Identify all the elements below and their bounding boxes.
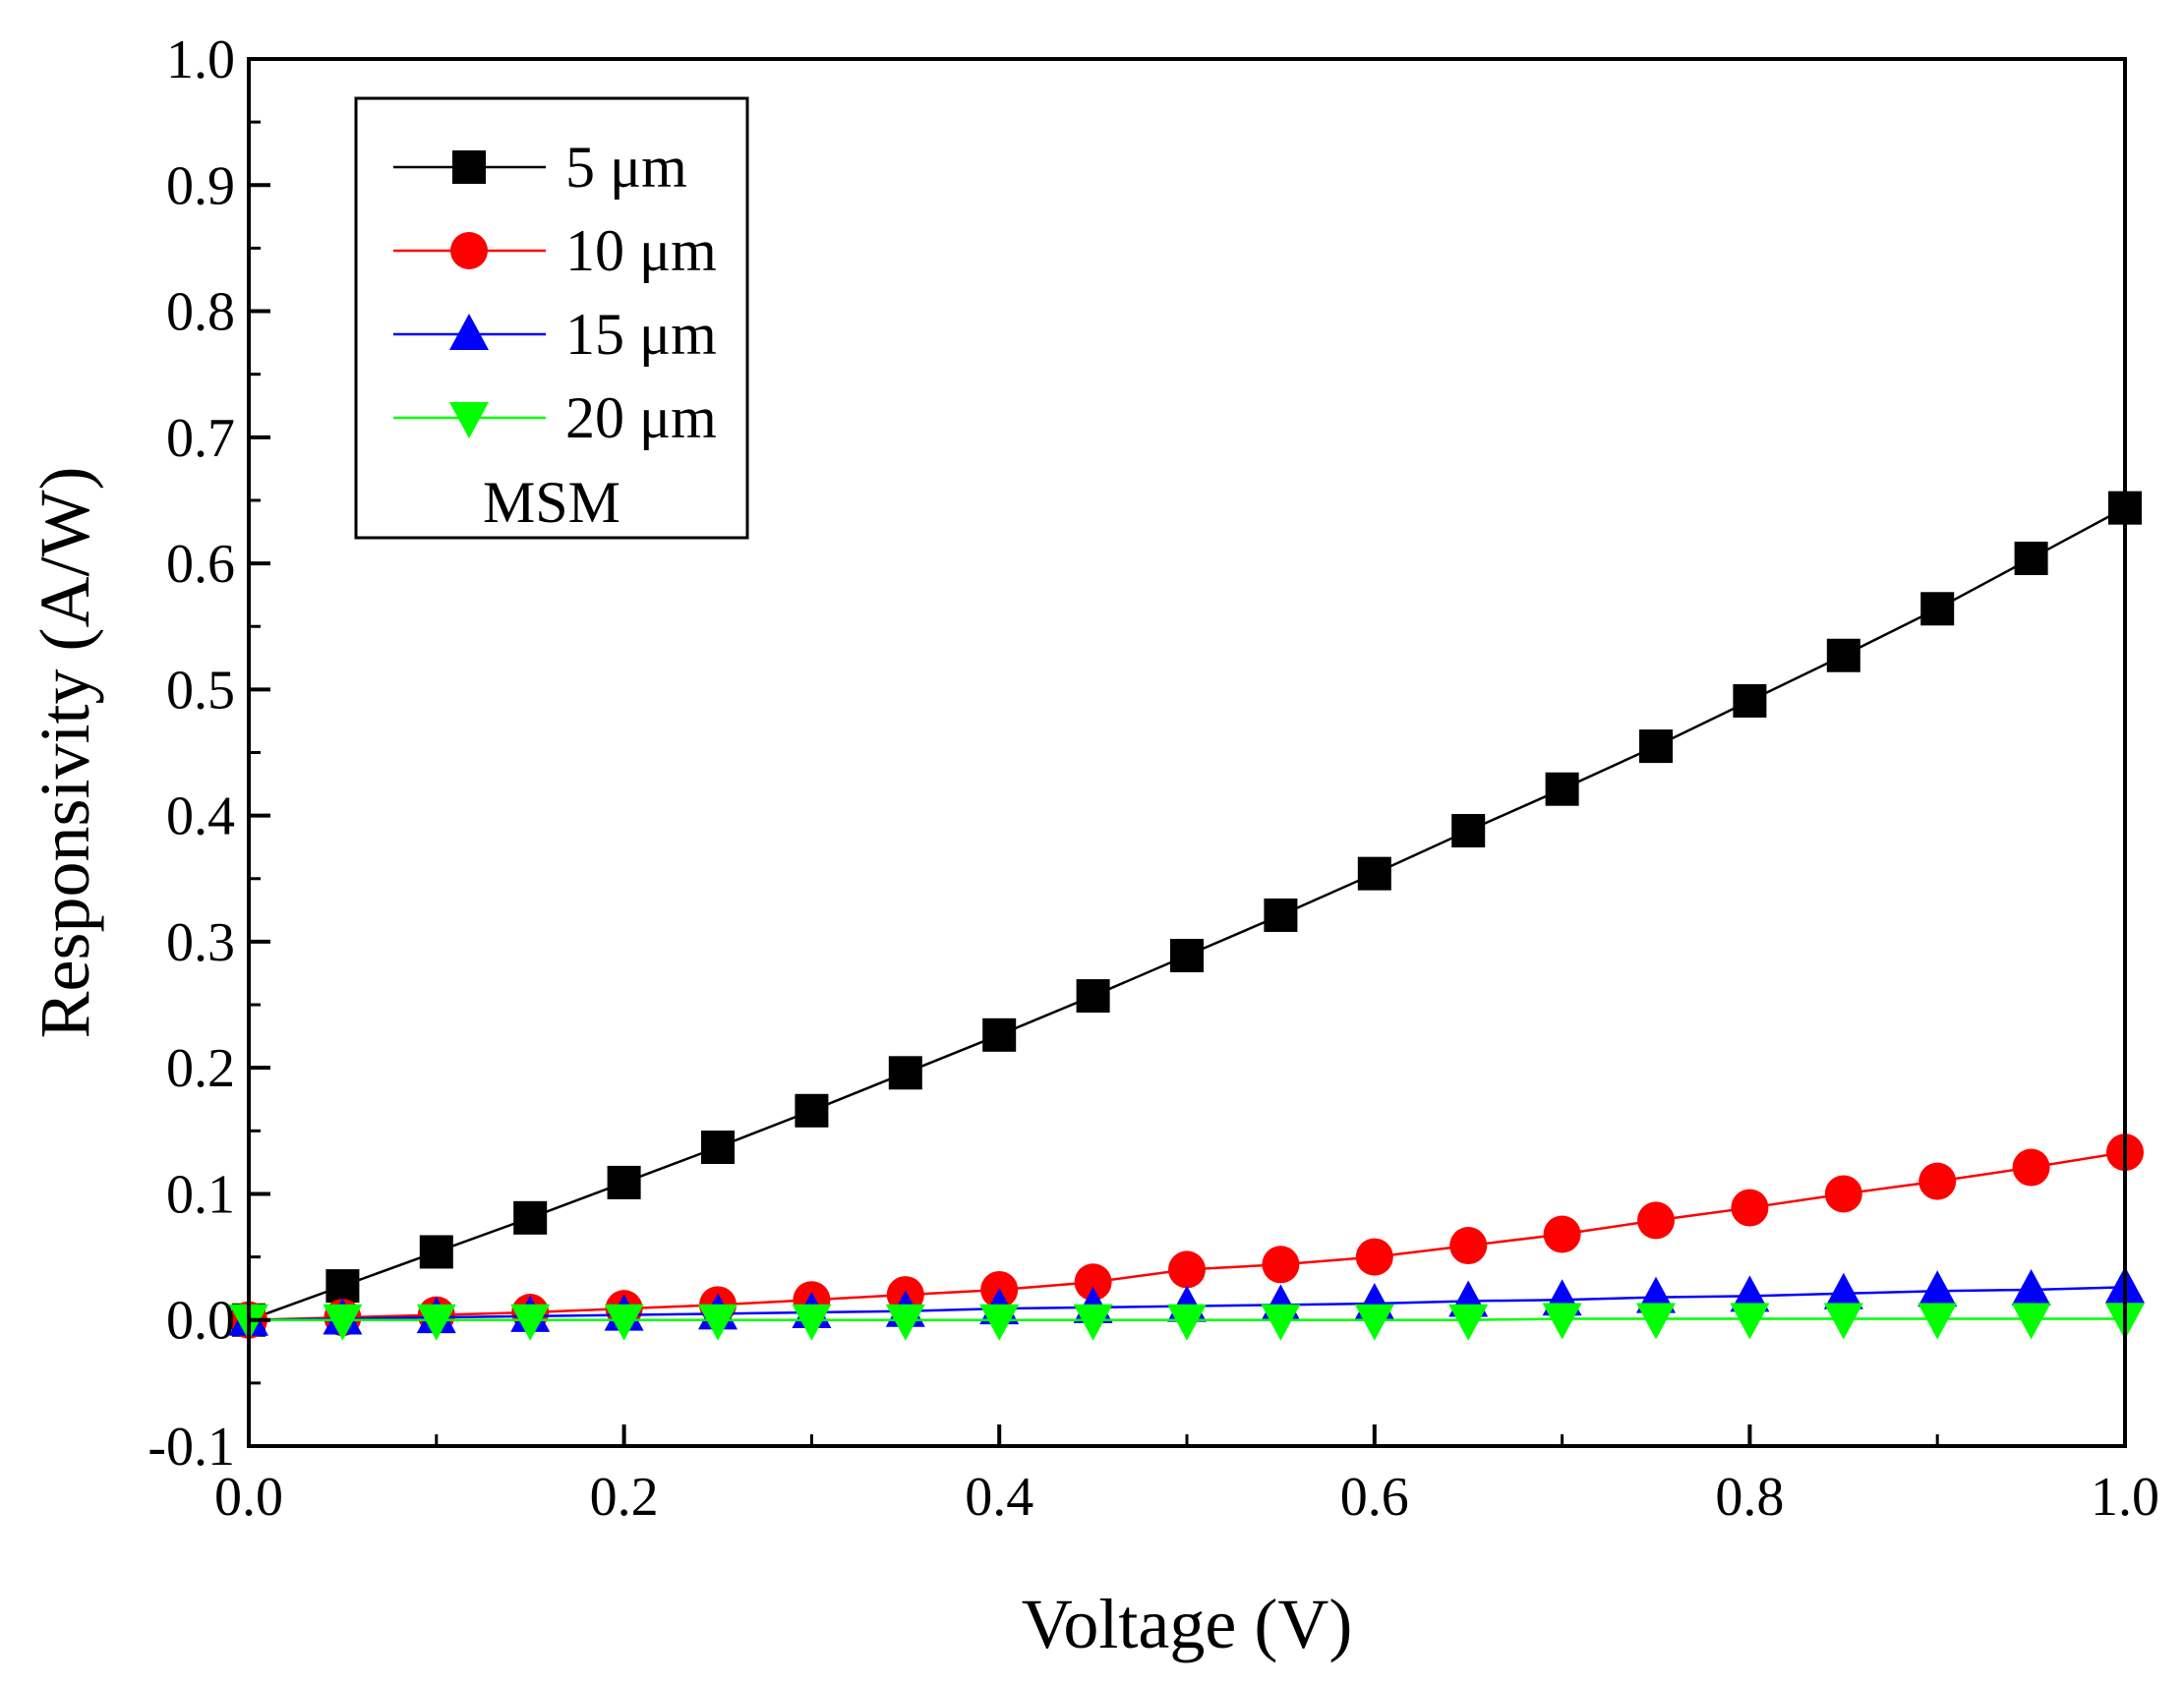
data-point <box>1355 1238 1393 1276</box>
y-tick-label: 0.0 <box>166 1291 235 1352</box>
data-point <box>795 1093 829 1128</box>
data-point <box>1823 1272 1863 1309</box>
legend-marker <box>449 402 489 438</box>
data-point <box>1824 1175 1862 1213</box>
axis-ticks: -0.10.00.10.20.30.40.50.60.70.80.91.00.0… <box>148 29 2159 1528</box>
x-tick-label: 0.4 <box>965 1467 1033 1528</box>
data-point <box>698 1304 738 1341</box>
data-point <box>1731 1189 1769 1227</box>
data-point <box>607 1165 641 1199</box>
data-point <box>1542 1303 1582 1340</box>
data-point <box>1543 1215 1581 1253</box>
data-point <box>888 1056 922 1090</box>
data-point <box>1639 729 1673 764</box>
data-point <box>1261 1304 1301 1341</box>
data-point <box>1170 939 1204 973</box>
x-tick-label: 0.6 <box>1340 1467 1409 1528</box>
legend-marker <box>450 232 488 269</box>
data-point <box>979 1304 1020 1341</box>
data-point <box>1076 979 1110 1014</box>
data-point <box>2012 1148 2050 1187</box>
data-point <box>1545 772 1579 806</box>
data-point <box>2011 1268 2051 1306</box>
data-point <box>1167 1304 1207 1341</box>
data-point <box>510 1304 551 1341</box>
data-point <box>885 1304 925 1341</box>
data-point <box>1262 1246 1300 1284</box>
y-tick-label: 0.9 <box>166 155 235 216</box>
data-point <box>325 1269 360 1304</box>
data-point <box>982 1017 1017 1052</box>
data-point <box>1730 1303 1770 1340</box>
legend-box <box>354 96 749 540</box>
data-point <box>1073 1304 1113 1341</box>
data-point <box>1823 1303 1863 1340</box>
legend-note: MSM <box>483 470 620 535</box>
data-point <box>1918 1270 1958 1307</box>
y-tick-label: 1.0 <box>166 29 235 90</box>
data-point <box>604 1304 644 1341</box>
data-point <box>1918 1303 1958 1340</box>
y-tick-label: 0.4 <box>166 786 235 847</box>
y-tick-label: 0.3 <box>166 912 235 973</box>
x-tick-label: 0.8 <box>1715 1467 1784 1528</box>
y-axis-title: Responsivity (A/W) <box>26 467 104 1039</box>
x-axis-title: Voltage (V) <box>1022 1585 1353 1663</box>
legend-item: 20 μm <box>393 385 717 450</box>
y-tick-label: 0.6 <box>166 534 235 595</box>
data-point <box>1637 1201 1675 1240</box>
data-point <box>1448 1304 1489 1341</box>
data-point <box>2011 1303 2051 1340</box>
data-point <box>1357 856 1391 891</box>
data-point <box>1451 814 1486 848</box>
data-point <box>1733 683 1767 718</box>
y-tick-label: 0.2 <box>166 1038 235 1099</box>
data-point <box>1074 1263 1112 1302</box>
data-point <box>792 1304 832 1341</box>
data-point <box>1449 1227 1488 1265</box>
legend-marker <box>452 150 486 184</box>
legend-item: 10 μm <box>393 218 717 283</box>
y-tick-label: -0.1 <box>148 1417 235 1478</box>
data-point <box>416 1304 456 1341</box>
legend-item: 5 μm <box>393 135 687 200</box>
legend-label: 5 μm <box>565 135 687 200</box>
x-tick-label: 1.0 <box>2091 1467 2159 1528</box>
data-point <box>1826 638 1860 672</box>
data-point <box>1264 898 1298 932</box>
data-point <box>1354 1304 1394 1341</box>
data-point <box>1168 1250 1206 1289</box>
y-tick-label: 0.8 <box>166 282 235 343</box>
y-tick-label: 0.5 <box>166 660 235 721</box>
y-tick-label: 0.7 <box>166 408 235 469</box>
data-point <box>1730 1275 1770 1312</box>
data-point <box>2014 541 2048 575</box>
data-point <box>419 1235 453 1269</box>
legend-label: 15 μm <box>565 302 717 367</box>
legend-label: 20 μm <box>565 385 717 450</box>
data-point <box>1918 1162 1957 1200</box>
x-tick-label: 0.2 <box>590 1467 659 1528</box>
x-tick-label: 0.0 <box>214 1467 283 1528</box>
data-point <box>513 1200 548 1235</box>
data-point <box>701 1130 735 1164</box>
y-tick-label: 0.1 <box>166 1164 235 1225</box>
legend-item: 15 μm <box>393 302 717 367</box>
data-point <box>1636 1303 1676 1340</box>
data-point <box>1920 592 1955 626</box>
legend-label: 10 μm <box>565 218 717 283</box>
legend-marker <box>449 314 489 350</box>
legend: 5 μm 10 μm 15 μm 20 μm MSM <box>354 96 749 540</box>
series-1 <box>232 491 2142 1337</box>
data-point <box>323 1304 363 1341</box>
